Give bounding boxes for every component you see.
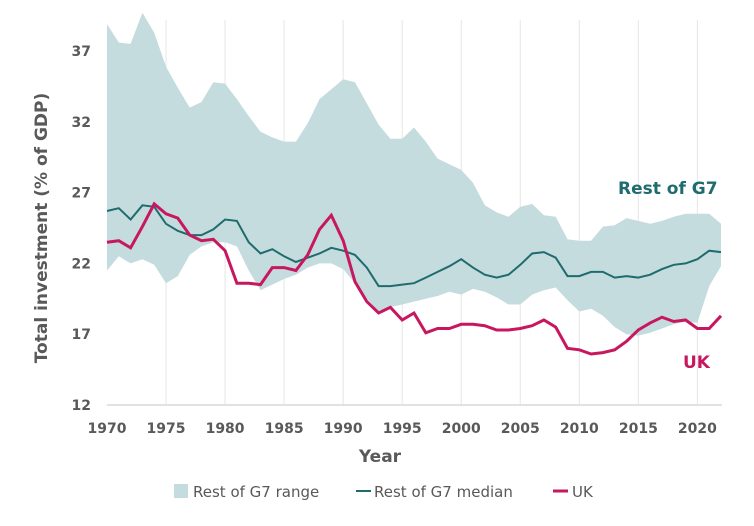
x-tick-label: 1970 — [88, 421, 127, 437]
x-tick-label: 2000 — [442, 421, 481, 437]
legend-label-uk: UK — [572, 483, 594, 501]
rest-of-g7-median-line — [106, 204, 722, 288]
legend-swatch-range — [174, 484, 188, 498]
legend-label-range: Rest of G7 range — [193, 483, 319, 501]
x-tick-labels: 1970 1975 1980 1985 1990 1995 2000 2005 2010 2015… — [88, 421, 718, 437]
x-tick-label: 2020 — [678, 421, 717, 437]
x-tick-label: 1980 — [206, 421, 245, 437]
y-tick-label: 12 — [72, 398, 91, 414]
annotation-rest-of-g7: Rest of G7 — [618, 179, 718, 199]
y-tick-label: 27 — [72, 186, 91, 202]
x-tick-label: 1975 — [147, 421, 186, 437]
y-tick-labels: 12 17 22 27 32 37 — [72, 44, 91, 414]
y-tick-label: 32 — [72, 115, 91, 131]
x-tick-label: 1985 — [265, 421, 304, 437]
x-axis-title: Year — [358, 447, 402, 467]
x-tick-label: 1990 — [324, 421, 363, 437]
rest-of-g7-range-band — [107, 12, 721, 336]
legend: Rest of G7 range Rest of G7 median UK — [174, 483, 594, 501]
x-tick-label: 2005 — [501, 421, 540, 437]
y-tick-label: 22 — [72, 256, 91, 272]
y-tick-label: 17 — [72, 327, 91, 343]
x-tick-label: 2010 — [560, 421, 599, 437]
y-axis-title: Total investment (% of GDP) — [32, 93, 52, 364]
y-tick-label: 37 — [72, 44, 91, 60]
uk-line — [106, 201, 723, 356]
legend-label-median: Rest of G7 median — [374, 483, 513, 501]
x-tick-label: 1995 — [383, 421, 422, 437]
x-tick-label: 2015 — [619, 421, 658, 437]
annotation-uk: UK — [683, 353, 711, 373]
